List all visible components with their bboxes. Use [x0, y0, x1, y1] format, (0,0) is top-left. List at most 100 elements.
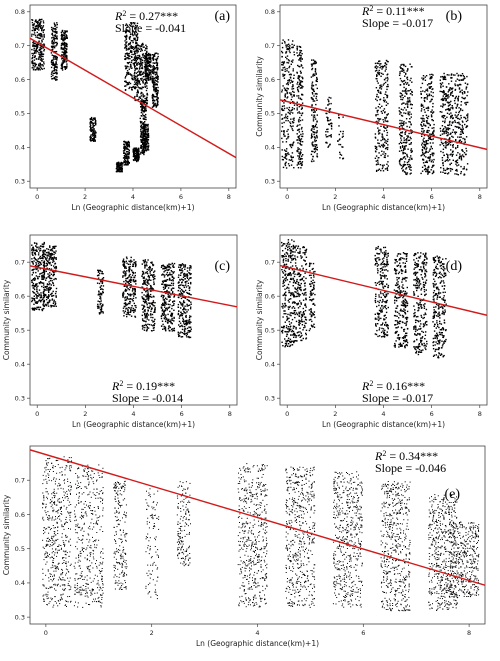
scatter-point — [444, 160, 446, 162]
scatter-point — [429, 155, 431, 158]
scatter-point — [31, 299, 34, 301]
scatter-point — [403, 137, 405, 139]
x-axis-label: Ln (Geographic distance(km)+1) — [322, 203, 445, 212]
scatter-point — [311, 125, 314, 127]
scatter-point — [377, 142, 379, 144]
scatter-point — [423, 134, 426, 137]
scatter-point — [298, 129, 300, 131]
scatter-point — [98, 313, 101, 315]
scatter-point — [52, 78, 54, 80]
scatter-point — [132, 41, 134, 44]
scatter-point — [138, 62, 141, 65]
scatter-point — [297, 147, 299, 149]
scatter-point — [296, 95, 298, 97]
scatter-point — [129, 41, 132, 44]
scatter-point — [61, 60, 64, 62]
scatter-point — [65, 30, 67, 32]
y-tick-label: 0.6 — [265, 76, 275, 84]
scatter-point — [55, 37, 57, 40]
scatter-point — [63, 32, 66, 35]
scatter-point — [33, 28, 36, 30]
scatter-point — [40, 296, 43, 299]
scatter-point — [152, 83, 155, 86]
scatter-point — [464, 102, 466, 104]
scatter-point — [407, 69, 409, 71]
scatter-point — [140, 139, 143, 141]
scatter-point — [153, 324, 155, 327]
scatter-point — [40, 52, 42, 54]
scatter-point — [127, 83, 129, 86]
scatter-point — [292, 84, 294, 86]
scatter-point — [314, 144, 316, 146]
scatter-point — [141, 107, 143, 109]
scatter-point — [143, 145, 145, 148]
scatter-point — [288, 153, 290, 156]
scatter-point — [37, 20, 39, 23]
scatter-point — [430, 94, 432, 97]
scatter-point — [300, 72, 302, 74]
scatter-point — [410, 113, 412, 115]
scatter-point — [315, 97, 317, 100]
scatter-point — [143, 144, 145, 146]
scatter-point — [65, 44, 67, 46]
scatter-point — [310, 129, 313, 131]
scatter-point — [91, 126, 94, 129]
scatter-point — [376, 163, 378, 165]
scatter-point — [31, 300, 33, 303]
scatter-point — [45, 262, 48, 264]
scatter-point — [152, 75, 154, 78]
scatter-point — [144, 49, 146, 52]
scatter-point — [380, 88, 383, 90]
scatter-point — [327, 100, 330, 102]
scatter-point — [43, 241, 45, 244]
scatter-point — [50, 264, 53, 266]
scatter-point — [121, 162, 123, 164]
scatter-point — [129, 58, 131, 60]
scatter-point — [312, 73, 315, 76]
scatter-point — [53, 265, 55, 267]
scatter-point — [289, 121, 291, 123]
scatter-point — [439, 144, 441, 146]
scatter-point — [144, 82, 147, 84]
scatter-point — [131, 25, 133, 28]
scatter-point — [447, 107, 450, 110]
scatter-point — [37, 43, 39, 46]
scatter-point — [91, 119, 94, 121]
scatter-point — [441, 159, 444, 161]
scatter-point — [297, 75, 300, 77]
scatter-point — [427, 151, 429, 153]
scatter-point — [53, 28, 56, 30]
scatter-point — [36, 31, 38, 34]
scatter-point — [132, 300, 134, 302]
scatter-point — [54, 30, 57, 33]
scatter-point — [143, 115, 146, 117]
scatter-point — [315, 80, 318, 82]
scatter-point — [440, 86, 442, 89]
scatter-point — [409, 173, 411, 175]
scatter-point — [31, 258, 33, 260]
scatter-point — [449, 137, 451, 139]
scatter-point — [446, 153, 448, 155]
scatter-point — [130, 45, 132, 47]
scatter-point — [32, 45, 34, 47]
scatter-point — [461, 73, 464, 75]
scatter-point — [124, 288, 127, 291]
scatter-point — [342, 146, 344, 148]
scatter-point — [296, 83, 298, 85]
scatter-point — [48, 275, 50, 278]
scatter-point — [379, 146, 382, 148]
scatter-point — [53, 251, 55, 254]
scatter-point — [433, 158, 435, 161]
scatter-point — [377, 113, 379, 116]
scatter-point — [126, 311, 129, 314]
scatter-point — [299, 124, 301, 126]
scatter-point — [450, 73, 453, 75]
scatter-point — [427, 142, 429, 145]
scatter-point — [32, 282, 35, 285]
scatter-point — [124, 158, 126, 161]
scatter-point — [421, 121, 423, 123]
scatter-point — [423, 155, 426, 157]
scatter-point — [461, 124, 463, 127]
scatter-point — [399, 146, 402, 148]
scatter-point — [60, 64, 63, 67]
